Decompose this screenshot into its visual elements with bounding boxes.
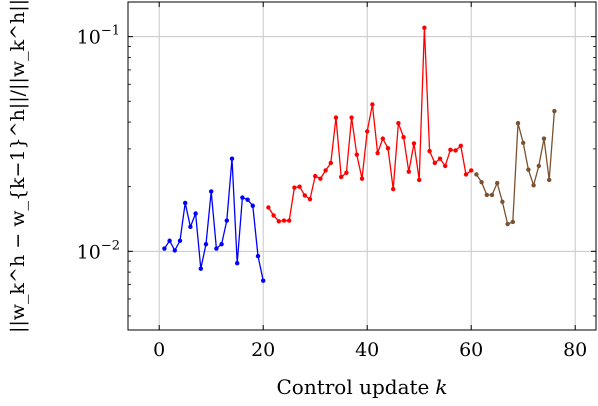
data-point: [391, 186, 396, 192]
data-point: [406, 169, 411, 174]
data-point: [276, 219, 281, 224]
y-tick-label: 10−2: [77, 238, 120, 263]
data-point: [255, 253, 261, 259]
x-tick-label: 60: [459, 339, 483, 361]
data-point: [359, 176, 365, 181]
data-point: [385, 146, 391, 151]
data-point: [375, 150, 380, 156]
plot-background: [128, 2, 596, 330]
data-point: [427, 148, 432, 154]
data-point: [229, 156, 235, 161]
data-point: [183, 200, 188, 206]
data-point: [261, 278, 266, 283]
data-point: [271, 213, 276, 218]
data-point: [484, 192, 489, 198]
data-point: [209, 189, 214, 194]
data-point: [354, 152, 359, 157]
data-point: [422, 25, 427, 30]
data-point: [526, 167, 531, 172]
data-point: [235, 261, 240, 266]
x-axis-label-var: k: [435, 375, 447, 399]
data-point: [266, 205, 271, 210]
plot-frame: [127, 1, 597, 331]
data-point: [489, 192, 495, 198]
data-point: [240, 195, 245, 200]
data-point: [380, 136, 385, 141]
x-tick-label: 20: [251, 339, 275, 361]
data-point: [245, 197, 250, 202]
x-tick-label: 80: [563, 339, 587, 361]
data-point: [307, 196, 313, 202]
data-point: [162, 246, 167, 251]
data-point: [531, 183, 536, 188]
data-point: [292, 185, 297, 190]
data-point: [198, 266, 203, 271]
series-1: [266, 25, 474, 224]
data-point: [333, 115, 339, 120]
data-point: [318, 176, 323, 181]
series-line: [475, 111, 556, 225]
data-point: [193, 211, 198, 216]
data-point: [188, 224, 193, 230]
data-point: [297, 184, 302, 189]
data-point: [469, 168, 474, 173]
data-point: [515, 121, 521, 126]
ticks: 0 20 40 60 80 10−2 10−1: [77, 2, 596, 361]
data-point: [448, 147, 453, 153]
series-0: [162, 156, 266, 283]
data-point: [349, 115, 354, 120]
data-point: [370, 102, 375, 107]
data-point: [250, 203, 255, 208]
data-point: [541, 136, 547, 141]
x-tick-label: 40: [355, 339, 379, 361]
data-point: [453, 148, 458, 153]
y-tick-label: 10−1: [77, 24, 120, 49]
data-point: [437, 156, 443, 161]
y-axis-label: ||w_k^h − w_{k−1}^h||/||w_k^h||: [7, 0, 29, 333]
data-point: [510, 219, 515, 225]
data-point: [443, 163, 448, 169]
data-point: [401, 135, 406, 140]
data-point: [219, 241, 224, 247]
data-point: [344, 170, 349, 176]
data-point: [396, 121, 401, 126]
x-axis-label-text: Control update: [276, 375, 429, 399]
data-point: [323, 168, 328, 173]
data-point: [203, 241, 209, 247]
x-axis-label: Control update k: [276, 375, 447, 399]
data-point: [167, 238, 172, 243]
data-point: [224, 218, 229, 223]
series-layer: [162, 25, 557, 283]
data-point: [302, 193, 307, 198]
data-point: [417, 177, 422, 183]
data-point: [365, 129, 370, 134]
data-point: [474, 172, 479, 177]
series-2: [474, 108, 557, 227]
data-point: [172, 248, 177, 253]
data-point: [281, 218, 287, 223]
data-point: [500, 199, 505, 205]
data-point: [432, 160, 437, 166]
data-point: [177, 238, 183, 243]
data-point: [287, 218, 292, 223]
data-point: [458, 143, 463, 149]
data-point: [463, 172, 469, 177]
data-point: [411, 141, 417, 146]
data-point: [536, 163, 541, 169]
data-point: [479, 179, 484, 185]
data-point: [521, 140, 526, 146]
data-point: [552, 108, 557, 114]
data-point: [313, 173, 318, 179]
x-tick-label: 0: [153, 339, 165, 361]
data-point: [495, 180, 500, 186]
data-point: [505, 221, 510, 227]
series-line: [267, 27, 472, 222]
data-point: [547, 177, 552, 183]
data-point: [214, 246, 219, 251]
data-point: [328, 160, 333, 166]
grid: [128, 2, 596, 330]
data-point: [339, 174, 344, 180]
